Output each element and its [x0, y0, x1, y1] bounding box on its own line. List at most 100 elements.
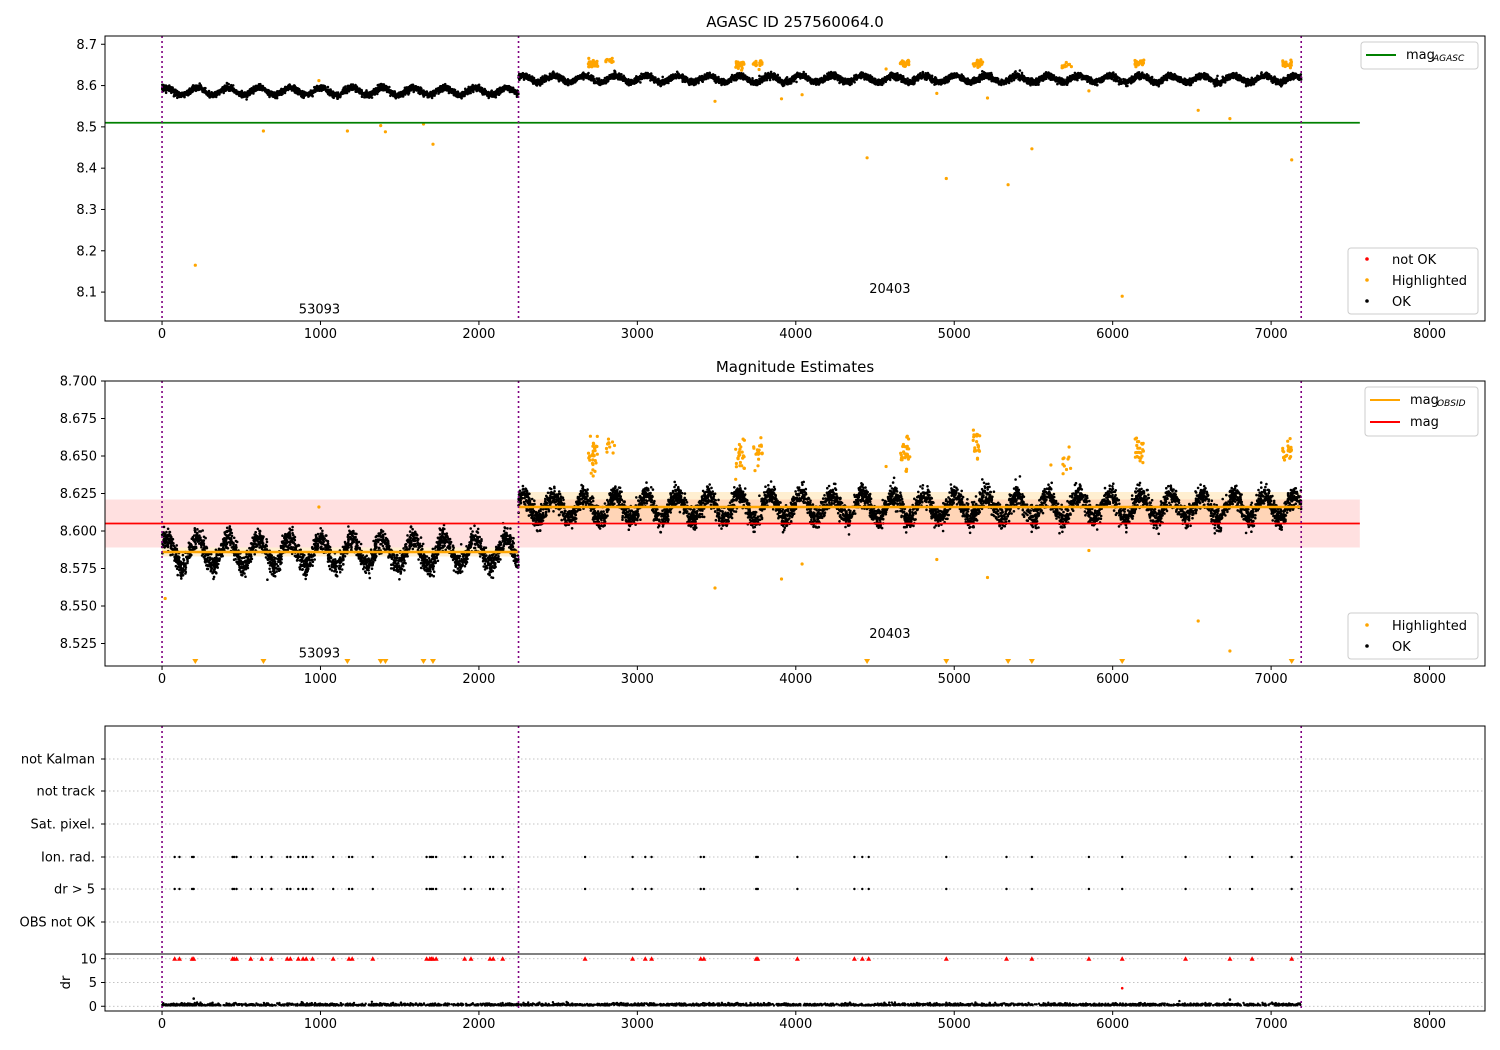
chart-title: AGASC ID 257560064.0	[706, 13, 884, 31]
ok-point	[386, 89, 390, 92]
ok-point	[438, 88, 441, 92]
ok-point	[197, 85, 201, 89]
ok-point	[310, 91, 313, 95]
ok-point	[255, 88, 258, 91]
ok-point	[435, 89, 438, 93]
ok-point	[437, 90, 441, 94]
ok-point	[331, 95, 335, 99]
ok-point	[454, 92, 457, 95]
ok-point	[193, 87, 196, 91]
ok-point	[219, 88, 223, 91]
ok-point	[239, 92, 243, 95]
ok-point	[354, 85, 358, 88]
ok-point	[194, 84, 197, 88]
ok-point	[274, 91, 278, 94]
ok-point	[371, 91, 375, 95]
ok-point	[229, 86, 233, 90]
ok-point	[250, 89, 253, 93]
ok-point	[477, 84, 481, 87]
ok-point	[229, 89, 232, 92]
ok-point	[326, 85, 330, 89]
ok-point	[276, 94, 279, 97]
ok-point	[1018, 69, 1022, 72]
ok-point	[305, 92, 309, 96]
ok-point	[342, 86, 346, 89]
ok-point	[415, 88, 418, 92]
ok-point	[309, 94, 313, 97]
ok-point	[475, 86, 478, 90]
ok-point	[479, 86, 483, 89]
ok-point	[500, 87, 504, 91]
ok-point	[487, 93, 490, 96]
ok-point	[231, 84, 235, 87]
ok-point	[180, 92, 184, 96]
ok-point	[203, 89, 207, 93]
ok-point	[307, 95, 310, 98]
ok-point	[465, 90, 468, 93]
ok-point	[514, 92, 517, 95]
ok-point	[384, 84, 388, 88]
ok-point	[494, 95, 498, 99]
ok-point	[162, 87, 166, 91]
ok-point	[346, 86, 350, 89]
ok-point	[504, 85, 508, 89]
ok-point	[368, 93, 371, 97]
ok-point	[376, 83, 380, 87]
ok-point	[449, 87, 452, 91]
ok-point	[396, 92, 400, 96]
ok-point	[432, 92, 435, 96]
ok-point	[183, 92, 186, 96]
ok-point	[311, 89, 315, 93]
ok-point	[376, 92, 379, 96]
ok-point	[174, 94, 178, 97]
ok-point	[456, 95, 460, 99]
ok-point	[461, 93, 464, 97]
ok-point	[420, 91, 424, 94]
ok-point	[296, 92, 300, 96]
ok-point	[394, 96, 398, 100]
ok-point	[290, 88, 294, 91]
ok-point	[477, 88, 481, 92]
ok-point	[244, 93, 248, 97]
ok-point	[392, 94, 396, 97]
ok-point	[380, 82, 383, 86]
ok-point	[185, 90, 188, 94]
ok-point	[482, 90, 486, 93]
ok-point	[234, 91, 238, 94]
ok-point	[240, 96, 244, 99]
ok-point	[347, 90, 351, 93]
ok-point	[274, 96, 277, 99]
ok-point	[411, 83, 415, 87]
ok-point	[758, 74, 761, 78]
ok-point	[439, 85, 442, 88]
ok-point	[379, 88, 383, 91]
ok-point	[451, 88, 455, 91]
ok-point	[495, 93, 499, 96]
ok-point	[445, 87, 449, 91]
ok-point	[227, 85, 231, 89]
ok-point	[259, 82, 262, 86]
ok-point	[326, 90, 330, 93]
ok-point	[266, 93, 270, 96]
ok-point	[440, 87, 444, 91]
ok-point	[407, 86, 410, 89]
ok-point	[211, 94, 214, 97]
ok-point	[292, 86, 296, 90]
ok-point	[271, 92, 275, 95]
ok-point	[206, 92, 209, 95]
ok-point	[509, 88, 512, 92]
ok-point	[299, 92, 303, 95]
ok-point	[453, 88, 457, 92]
ok-point	[196, 88, 200, 92]
ok-point	[329, 92, 333, 96]
ok-point	[223, 86, 226, 90]
ok-point	[423, 93, 426, 97]
ok-point	[167, 87, 170, 90]
ok-point	[351, 86, 355, 89]
ok-point	[207, 89, 211, 93]
ok-point	[471, 83, 475, 87]
ok-point	[285, 86, 289, 90]
ok-point	[253, 88, 256, 92]
ok-point	[288, 86, 292, 89]
